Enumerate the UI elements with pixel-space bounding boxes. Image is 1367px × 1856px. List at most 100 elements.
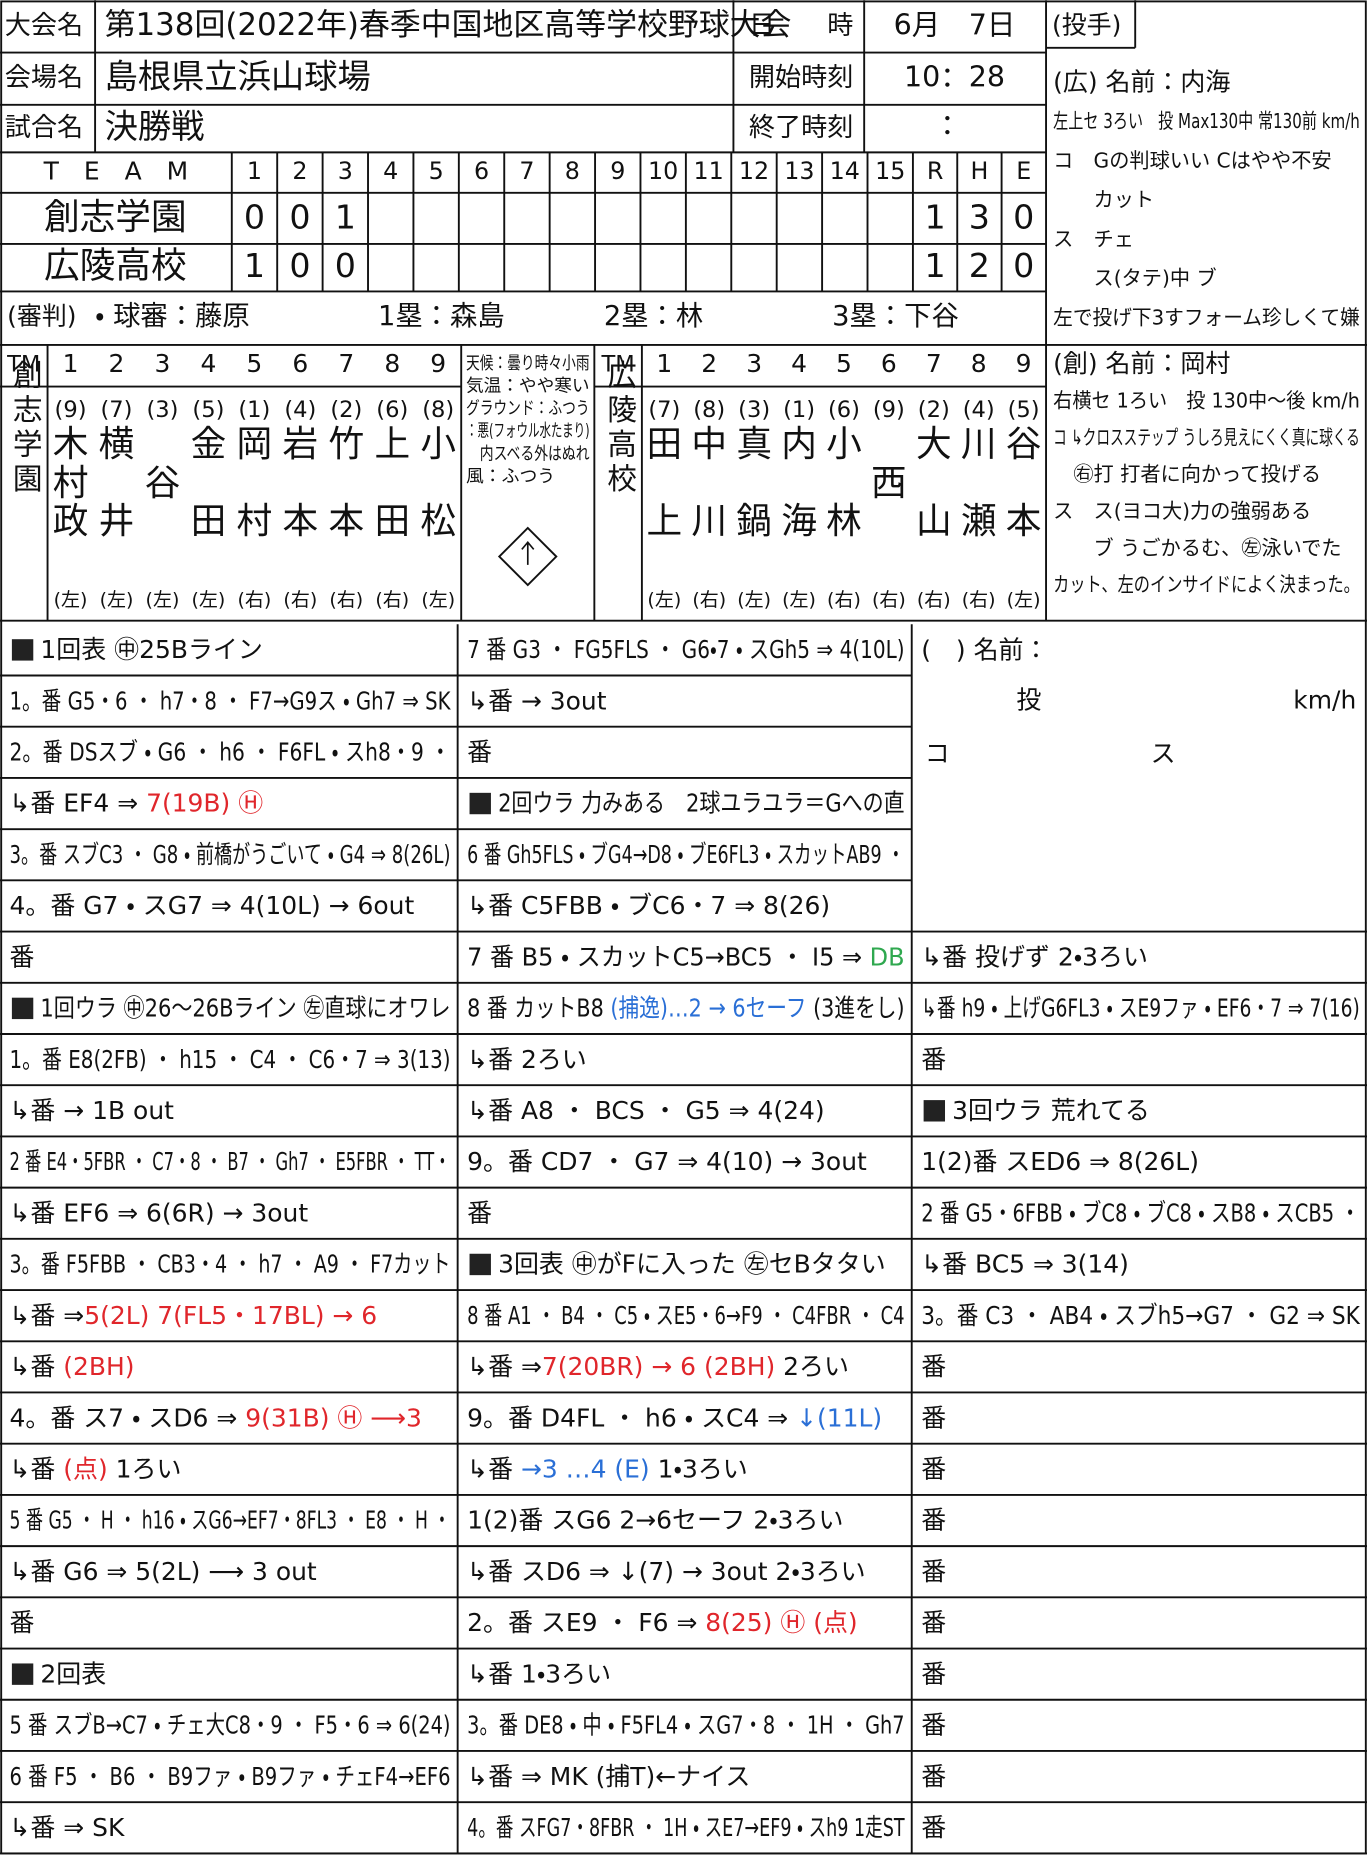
play-text: 番 <box>921 1608 946 1637</box>
weather-line: 風：ふつう <box>466 466 555 487</box>
play-entry: 3。番 スブC3 ・ G8 ・ 前橋がうごいて ・ G4 ⇒ 8(26L) <box>10 840 451 869</box>
position: (7) <box>100 397 132 423</box>
play-entry: 番 <box>921 1454 946 1483</box>
play-text: (3進をし) <box>807 994 905 1023</box>
batting-hand: (左) <box>192 589 226 611</box>
play-text: 1。番 E8(2FB) ・ h15 ・ C4 ・ C6・7 ⇒ 3(13) <box>10 1045 451 1074</box>
play-text: 3。番 C3 ・ AB4 ・ スブh5→G7 ・ G2 ⇒ SK <box>921 1301 1360 1330</box>
player-char: 上 <box>374 424 410 465</box>
play-text: 1回ウラ ㊥26〜26Bライン ㊧直球にオワレ <box>40 994 450 1023</box>
play-text: ↳番 2ろい <box>467 1045 587 1074</box>
play-entry: 8 番 A1 ・ B4 ・ C5 ・ スE5・6→F9 ・ C4FBR ・ C4 <box>467 1301 904 1330</box>
play-text: 2回表 <box>40 1659 106 1688</box>
play-entry: 5 番 G5 ・ H ・ h16 ・ スG6→EF7・8FL3 ・ E8 ・ H… <box>10 1506 451 1535</box>
play-entry: ↳番 投げず 2・3ろい <box>921 942 1148 971</box>
play-text: 3。番 スブC3 ・ G8 ・ 前橋がうごいて ・ G4 ⇒ 8(26L) <box>10 840 451 869</box>
line-score-header: E <box>1016 157 1031 185</box>
play-text: 8 番 A1 ・ B4 ・ C5 ・ スE5・6→F9 ・ C4FBR ・ C4 <box>467 1301 904 1330</box>
play-text: ↳番 <box>10 1352 64 1381</box>
line-score-header: 11 <box>693 157 723 185</box>
play-text: ↳番 ⇒ MK (捕T)←ナイス <box>467 1762 750 1791</box>
inning-marker <box>923 1100 946 1122</box>
play-text: 2。番 DSスブ ・ G6 ・ h6 ・ F6FL ・ スh8・9 ・ <box>10 738 451 767</box>
weather-line: 内スベる外はぬれ <box>466 443 590 464</box>
play-text: ↳番 A8 ・ BCS ・ G5 ⇒ 4(24) <box>467 1096 824 1125</box>
field-label: 会場名 <box>5 63 83 93</box>
player-char: 小 <box>826 424 862 465</box>
play-text: 番 <box>467 1198 492 1227</box>
position: (9) <box>55 397 87 423</box>
line-score-header: T E A M <box>43 157 188 186</box>
play-text: 2 番 G5・6FBB ・ ブC8 ・ ブC8 ・ スB8 ・ スCB5 ・ <box>921 1198 1360 1227</box>
player-char: 岡 <box>237 424 273 465</box>
field-label: 大会名 <box>5 11 83 41</box>
player-char: 瀬 <box>961 501 997 542</box>
total-score: 0 <box>1013 246 1034 285</box>
player-char: 海 <box>781 501 817 542</box>
player-char: 田 <box>647 424 683 465</box>
play-text: ↳番 スD6 ⇒ ↓(7) → 3out 2・3ろい <box>467 1557 865 1586</box>
play-entry: 6 番 F5 ・ B6 ・ B9ファ ・ B9ファ ・ チェF4→EF6 <box>10 1762 451 1791</box>
player-char: 山 <box>916 501 952 542</box>
batting-hand: (右) <box>827 589 861 611</box>
player-name: 大山 <box>916 424 952 542</box>
player-name: 中川 <box>691 424 727 542</box>
play-entry: ↳番 C5FBB ・ ブC6・7 ⇒ 8(26) <box>467 891 830 920</box>
weather-line: 気温：やや寒い <box>466 376 590 397</box>
order-number: 5 <box>836 349 852 378</box>
player-char: 村 <box>237 501 273 542</box>
play-entry: ↳番 BC5 ⇒ 3(14) <box>921 1250 1129 1279</box>
play-text: 番 <box>467 738 492 767</box>
play-entry: 番 <box>921 1659 946 1688</box>
play-text: 2 番 E4・5FBR ・ C7・8 ・ B7 ・ Gh7 ・ E5FBR ・ … <box>10 1147 451 1176</box>
position: (5) <box>1008 397 1040 423</box>
play-entry: 2 番 G5・6FBB ・ ブC8 ・ ブC8 ・ スB8 ・ スCB5 ・ <box>921 1198 1360 1227</box>
play-text: 1。番 G5・6 ・ h7・8 ・ F7→G9ス ・ Gh7 ⇒ SK <box>10 686 452 715</box>
line-score-header: 10 <box>648 157 678 185</box>
play-text: 7(19B) Ⓗ <box>146 789 263 818</box>
play-entry: ↳番 スD6 ⇒ ↓(7) → 3out 2・3ろい <box>467 1557 865 1586</box>
play-text: ↳番 ⇒ <box>467 1352 542 1381</box>
play-text: 番 <box>921 1762 946 1791</box>
inning-score: 1 <box>244 246 265 285</box>
player-name: 谷本 <box>1006 424 1042 542</box>
play-entry: 1回表 ㊥25Bライン <box>40 635 262 664</box>
play-entry: 番 <box>921 1762 946 1791</box>
play-entry: 5 番 スブB→C7 ・ チェ大C8・9 ・ F5・6 ⇒ 6(24) <box>10 1711 451 1740</box>
pitcher-note: 左上セ 3ろい 投 Max130中 常130前 km/h <box>1053 109 1360 133</box>
position: (8) <box>693 397 725 423</box>
play-entry: ↳番 h9 ・ 上げG6FL3 ・ スE9ファ ・ EF6・7 ⇒ 7(16) <box>921 994 1360 1023</box>
play-text: 2。番 スE9 ・ F6 ⇒ <box>467 1608 705 1637</box>
player-name: 金田 <box>191 424 227 542</box>
player-char: 西 <box>871 463 907 504</box>
play-text: 番 <box>921 1454 946 1483</box>
venue-name: 島根県立浜山球場 <box>105 57 371 96</box>
play-text: 番 <box>921 1813 946 1842</box>
play-entry: 3。番 F5FBB ・ CB3・4 ・ h7 ・ A9 ・ F7カット <box>10 1250 451 1279</box>
play-entry: ↳番 ⇒ MK (捕T)←ナイス <box>467 1762 750 1791</box>
pitcher-note: コ Gの判球いい Cはやや不安 <box>1053 148 1331 172</box>
field-label: 終了時刻 <box>749 113 854 143</box>
line-score-header: 14 <box>830 157 860 185</box>
position: (2) <box>330 397 362 423</box>
play-text: (2BH) <box>63 1352 134 1381</box>
total-score: 2 <box>969 246 990 285</box>
line-score-header: 1 <box>247 157 262 185</box>
play-entry: 7 番 B5 ・ スカットC5→BC5 ・ I5 ⇒ DB <box>467 942 904 971</box>
field-arrow <box>521 540 535 565</box>
play-entry: 番 <box>921 1352 946 1381</box>
umpire: 3塁：下谷 <box>832 301 959 332</box>
player-char: 谷 <box>145 463 181 504</box>
play-entry: 9。番 CD7 ・ G7 ⇒ 4(10) → 3out <box>467 1147 867 1176</box>
play-entry: 2回表 <box>40 1659 106 1688</box>
player-char: 本 <box>1006 501 1042 542</box>
weather-line: グラウンド：ふつう <box>466 398 590 419</box>
player-char: 村 <box>53 463 89 504</box>
order-number: 1 <box>63 349 79 378</box>
order-number: 5 <box>246 349 262 378</box>
weather-line: ：悪(フォウル水たまり) <box>466 421 590 442</box>
play-entry: ↳番 EF4 ⇒ 7(19B) Ⓗ <box>10 789 264 818</box>
play-text: 8 番 カットB8 <box>467 994 610 1023</box>
